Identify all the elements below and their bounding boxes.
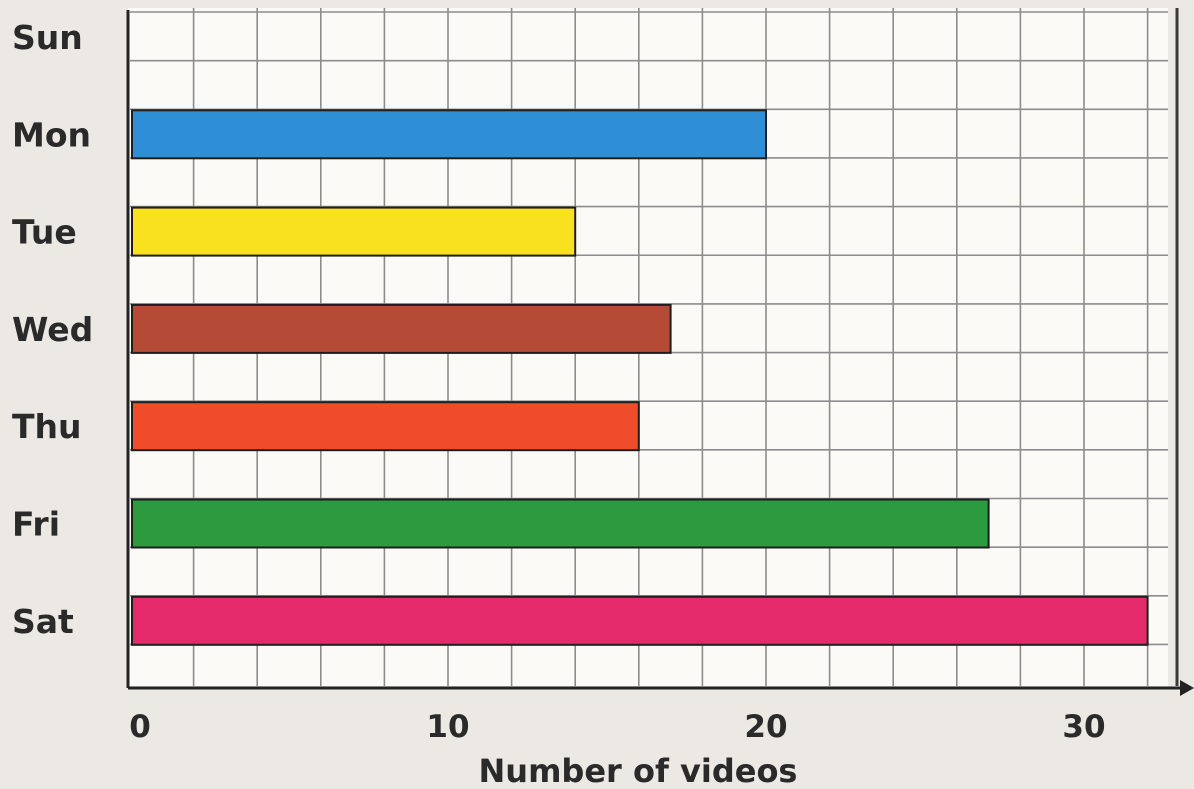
x-axis-title: Number of videos [479,752,798,789]
category-label-sun: Sun [12,18,83,57]
x-tick-10: 10 [426,709,469,745]
x-tick-labels: 0 10 20 30 [129,709,1105,745]
bar-tue [131,206,577,257]
bars-group [131,109,1149,646]
x-axis-arrow-icon [1180,680,1194,696]
category-label-fri: Fri [12,505,60,544]
category-label-thu: Thu [12,407,82,446]
bar-sat [131,595,1149,646]
bar-thu [131,401,640,452]
category-label-mon: Mon [12,115,91,154]
category-label-tue: Tue [12,213,77,252]
bar-wed [131,303,672,354]
bar-fri [131,498,990,549]
bar-mon [131,109,767,160]
x-tick-30: 30 [1062,709,1105,745]
category-label-sat: Sat [12,602,74,641]
category-labels: Sun Mon Tue Wed Thu Fri Sat [12,18,93,641]
category-label-wed: Wed [12,310,93,349]
x-tick-20: 20 [744,709,787,745]
x-tick-0: 0 [129,709,151,745]
